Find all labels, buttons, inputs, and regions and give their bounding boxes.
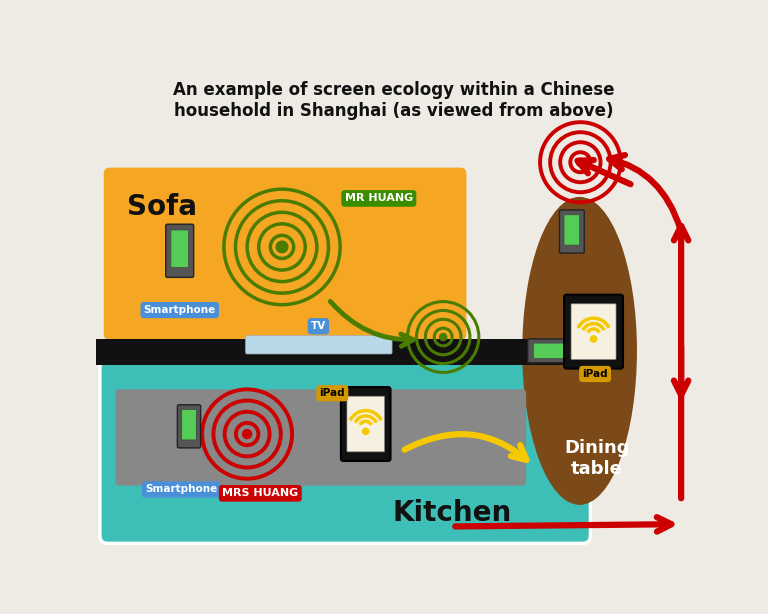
- FancyBboxPatch shape: [534, 343, 567, 359]
- Text: Dining
table: Dining table: [564, 439, 630, 478]
- FancyBboxPatch shape: [170, 230, 188, 268]
- Text: Smartphone: Smartphone: [145, 484, 217, 494]
- Circle shape: [591, 336, 597, 342]
- Circle shape: [439, 333, 447, 341]
- Text: MR HUANG: MR HUANG: [345, 193, 413, 203]
- FancyBboxPatch shape: [100, 360, 591, 543]
- Text: An example of screen ecology within a Chinese
household in Shanghai (as viewed f: An example of screen ecology within a Ch…: [173, 82, 614, 120]
- FancyBboxPatch shape: [104, 168, 466, 340]
- Text: MRS HUANG: MRS HUANG: [222, 488, 299, 499]
- FancyBboxPatch shape: [177, 405, 200, 448]
- FancyBboxPatch shape: [166, 224, 194, 278]
- FancyBboxPatch shape: [571, 304, 616, 359]
- Text: Sofa: Sofa: [127, 193, 197, 221]
- FancyBboxPatch shape: [347, 396, 385, 452]
- Text: iPad: iPad: [582, 369, 608, 379]
- FancyBboxPatch shape: [115, 389, 526, 486]
- Circle shape: [276, 241, 288, 253]
- FancyBboxPatch shape: [564, 295, 623, 368]
- FancyBboxPatch shape: [246, 335, 392, 354]
- Circle shape: [362, 428, 369, 435]
- FancyBboxPatch shape: [559, 210, 584, 253]
- Text: TV: TV: [311, 321, 326, 331]
- Circle shape: [243, 430, 252, 438]
- Circle shape: [576, 158, 584, 166]
- Ellipse shape: [522, 197, 637, 505]
- Text: Kitchen: Kitchen: [393, 499, 512, 527]
- FancyBboxPatch shape: [341, 387, 390, 461]
- Text: iPad: iPad: [319, 388, 345, 398]
- Text: Smartphone: Smartphone: [144, 305, 216, 315]
- FancyBboxPatch shape: [182, 410, 197, 440]
- Bar: [96, 340, 584, 365]
- FancyBboxPatch shape: [528, 339, 573, 363]
- FancyBboxPatch shape: [564, 215, 580, 245]
